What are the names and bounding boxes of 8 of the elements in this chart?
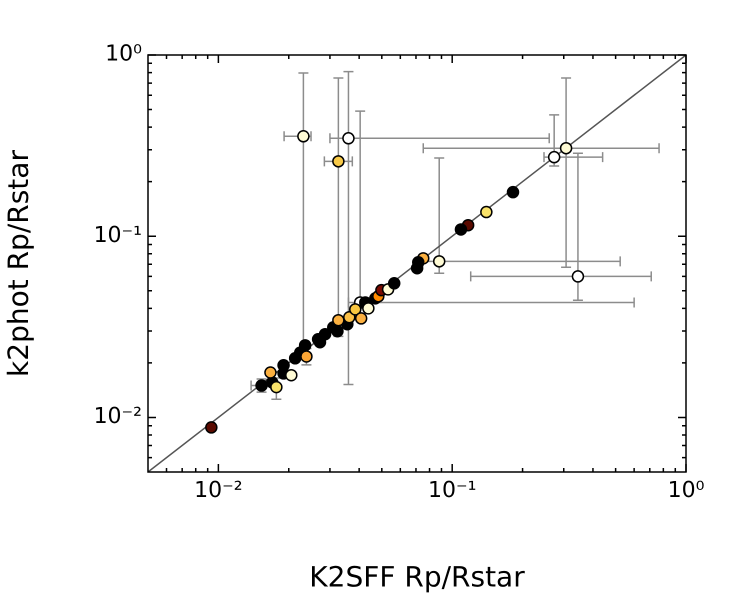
y-tick-label: 10⁻¹: [94, 222, 142, 248]
y-tick-label: 10⁰: [105, 42, 142, 67]
x-tick-label: 10⁰: [668, 478, 705, 503]
x-axis-title: K2SFF Rp/Rstar: [309, 560, 526, 594]
x-tick-label: 10⁻¹: [428, 478, 476, 503]
y-tick-label: 10⁻²: [94, 404, 142, 430]
y-axis-title: k2phot Rp/Rstar: [2, 150, 36, 377]
x-tick-label: 10⁻²: [194, 478, 243, 503]
